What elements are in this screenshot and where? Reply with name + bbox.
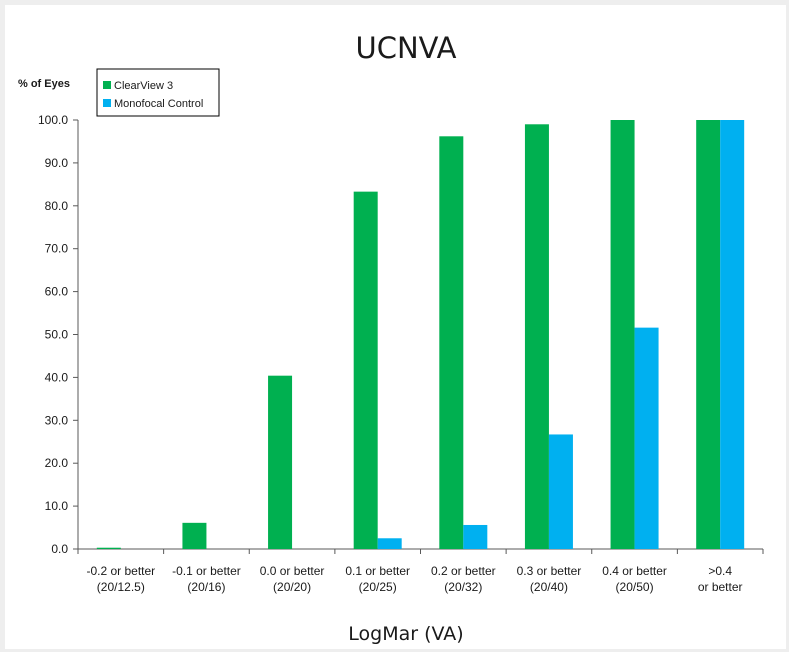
- y-tick-label: 70.0: [45, 242, 69, 256]
- bar-clearview-3: [610, 120, 635, 549]
- x-tick-label: -0.2 or better: [86, 564, 155, 578]
- bar-clearview-3: [182, 522, 207, 549]
- chart-title: UCNVA: [356, 31, 457, 65]
- x-axis-label: LogMar (VA): [348, 623, 463, 645]
- x-tick-label: 0.1 or better: [345, 564, 410, 578]
- axes: [73, 119, 764, 554]
- x-tick-label: (20/32): [444, 580, 482, 594]
- x-tick-label: 0.0 or better: [260, 564, 325, 578]
- legend-swatch-clearview: [103, 81, 111, 89]
- bar-clearview-3: [439, 136, 464, 549]
- legend-box: [96, 68, 220, 117]
- legend-label-clearview: ClearView 3: [114, 80, 173, 92]
- y-tick-label: 60.0: [45, 285, 69, 299]
- y-tick-label: 0.0: [51, 542, 68, 556]
- bar-clearview-3: [96, 547, 121, 549]
- y-tick-label: 20.0: [45, 456, 69, 470]
- legend-label-monofocal: Monofocal Control: [114, 98, 203, 110]
- x-tick-label: (20/40): [530, 580, 568, 594]
- x-tick-label: 0.4 or better: [602, 564, 667, 578]
- bar-monofocal-control: [463, 524, 488, 549]
- bar-clearview-3: [353, 191, 378, 549]
- x-tick-label: (20/20): [273, 580, 311, 594]
- bar-monofocal-control: [548, 434, 573, 549]
- y-tick-label: 10.0: [45, 499, 69, 513]
- x-tick-label: or better: [698, 580, 743, 594]
- y-tick-label: 100.0: [38, 113, 68, 127]
- x-tick-label: (20/12.5): [97, 580, 145, 594]
- x-tick-label: -0.1 or better: [172, 564, 241, 578]
- bar-clearview-3: [268, 375, 293, 549]
- bar-monofocal-control: [377, 538, 402, 549]
- x-tick-label: 0.2 or better: [431, 564, 496, 578]
- legend-swatch-monofocal: [103, 99, 111, 107]
- y-tick-label: 90.0: [45, 156, 69, 170]
- x-tick-label: (20/16): [187, 580, 225, 594]
- y-tick-label: 50.0: [45, 328, 69, 342]
- bar-monofocal-control: [634, 327, 659, 549]
- bar-monofocal-control: [720, 120, 745, 549]
- y-tick-label: 30.0: [45, 413, 69, 427]
- y-tick-label: 80.0: [45, 199, 69, 213]
- x-tick-label: (20/25): [359, 580, 397, 594]
- y-tick-label: 40.0: [45, 370, 69, 384]
- tick-labels: 0.0 10.0 20.0 30.0 40.0 50.0 60.0 70.0 80.0 90.0 1…: [38, 113, 743, 594]
- bar-clearview-3: [696, 120, 721, 549]
- y-axis-label: % of Eyes: [18, 78, 70, 90]
- legend: ClearView 3 Monofocal Control: [96, 68, 220, 117]
- bars: [96, 120, 745, 549]
- bar-clearview-3: [524, 124, 549, 549]
- x-tick-label: >0.4: [708, 564, 732, 578]
- x-tick-label: 0.3 or better: [517, 564, 582, 578]
- x-tick-label: (20/50): [616, 580, 654, 594]
